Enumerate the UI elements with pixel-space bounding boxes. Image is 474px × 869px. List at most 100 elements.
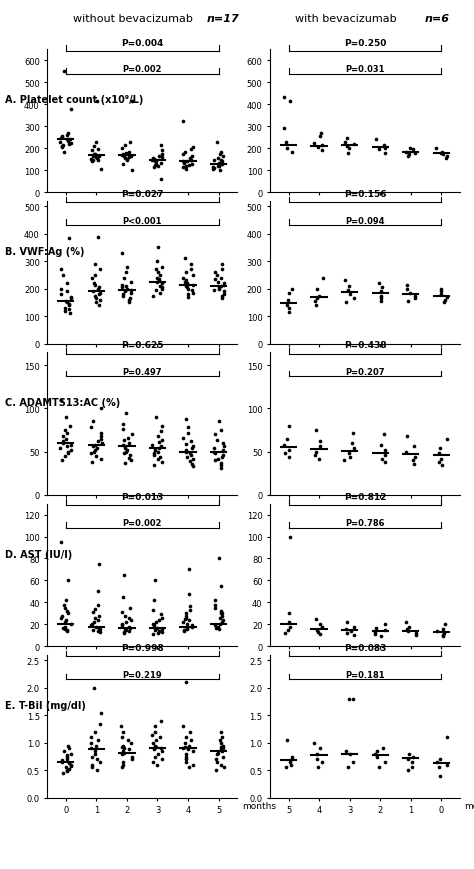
Point — [58, 140, 66, 154]
Point — [90, 140, 98, 154]
Point — [151, 574, 159, 587]
Point — [150, 448, 158, 462]
Point — [127, 614, 134, 627]
Point — [443, 731, 450, 745]
Point — [120, 434, 128, 448]
Point — [181, 252, 189, 266]
Point — [96, 287, 103, 301]
Point — [183, 450, 191, 464]
Point — [180, 156, 187, 169]
Point — [377, 438, 385, 452]
Point — [217, 461, 224, 475]
Point — [211, 266, 219, 280]
Point — [182, 747, 190, 761]
Point — [61, 598, 68, 612]
Point — [62, 614, 70, 627]
Point — [60, 744, 68, 758]
Point — [67, 747, 75, 761]
Point — [92, 292, 100, 306]
Point — [212, 621, 219, 635]
Point — [437, 441, 444, 455]
Point — [210, 154, 218, 168]
Point — [94, 434, 101, 448]
Point — [151, 623, 159, 637]
Point — [286, 95, 293, 109]
Point — [285, 450, 292, 464]
Text: P=0.027: P=0.027 — [121, 189, 164, 199]
Point — [150, 447, 158, 461]
Point — [218, 580, 225, 594]
Point — [63, 277, 71, 291]
Point — [372, 133, 379, 147]
Point — [218, 459, 225, 473]
Point — [313, 623, 321, 637]
Point — [182, 274, 190, 288]
Point — [67, 618, 74, 632]
Point — [156, 287, 164, 301]
Point — [149, 618, 156, 632]
Point — [64, 739, 72, 753]
Point — [67, 759, 74, 773]
Point — [153, 156, 160, 169]
Point — [210, 162, 218, 176]
Point — [215, 620, 222, 634]
Point — [350, 620, 358, 634]
Point — [218, 731, 226, 745]
Point — [189, 441, 196, 455]
Point — [93, 753, 101, 766]
Point — [219, 443, 227, 457]
Point — [443, 149, 450, 163]
Point — [218, 736, 225, 750]
Point — [118, 281, 126, 295]
Point — [190, 141, 197, 155]
Point — [218, 423, 225, 437]
Text: P=0.181: P=0.181 — [345, 670, 385, 679]
Text: P=0.156: P=0.156 — [344, 189, 386, 199]
Text: P=0.219: P=0.219 — [122, 670, 162, 679]
Point — [154, 266, 162, 280]
Point — [96, 717, 104, 731]
Point — [152, 733, 159, 747]
Point — [211, 598, 219, 612]
Point — [120, 741, 128, 755]
Point — [88, 156, 95, 169]
Point — [96, 288, 103, 302]
Point — [216, 733, 224, 747]
Point — [91, 278, 99, 292]
Point — [179, 431, 187, 445]
Point — [381, 455, 388, 469]
Point — [374, 744, 381, 758]
Point — [64, 763, 71, 777]
Point — [189, 758, 197, 772]
Point — [284, 294, 292, 308]
Point — [157, 424, 164, 438]
Point — [126, 292, 134, 306]
Point — [125, 611, 133, 625]
Point — [90, 445, 98, 459]
Point — [219, 292, 226, 306]
Point — [122, 407, 130, 421]
Point — [382, 147, 389, 161]
Point — [184, 421, 192, 434]
Point — [123, 261, 130, 275]
Point — [282, 760, 290, 774]
Point — [151, 158, 159, 172]
Point — [89, 285, 97, 299]
Point — [122, 266, 130, 280]
Point — [58, 131, 66, 145]
Point — [215, 552, 222, 566]
Point — [350, 441, 357, 455]
Point — [152, 725, 159, 739]
Point — [188, 284, 196, 298]
Point — [439, 622, 447, 636]
Point — [57, 136, 64, 149]
Point — [409, 143, 417, 157]
Point — [281, 90, 288, 104]
Point — [127, 601, 134, 615]
Point — [151, 750, 159, 764]
Point — [88, 421, 95, 434]
Point — [157, 173, 164, 187]
Point — [65, 299, 73, 313]
Point — [219, 741, 227, 755]
Point — [381, 428, 388, 441]
